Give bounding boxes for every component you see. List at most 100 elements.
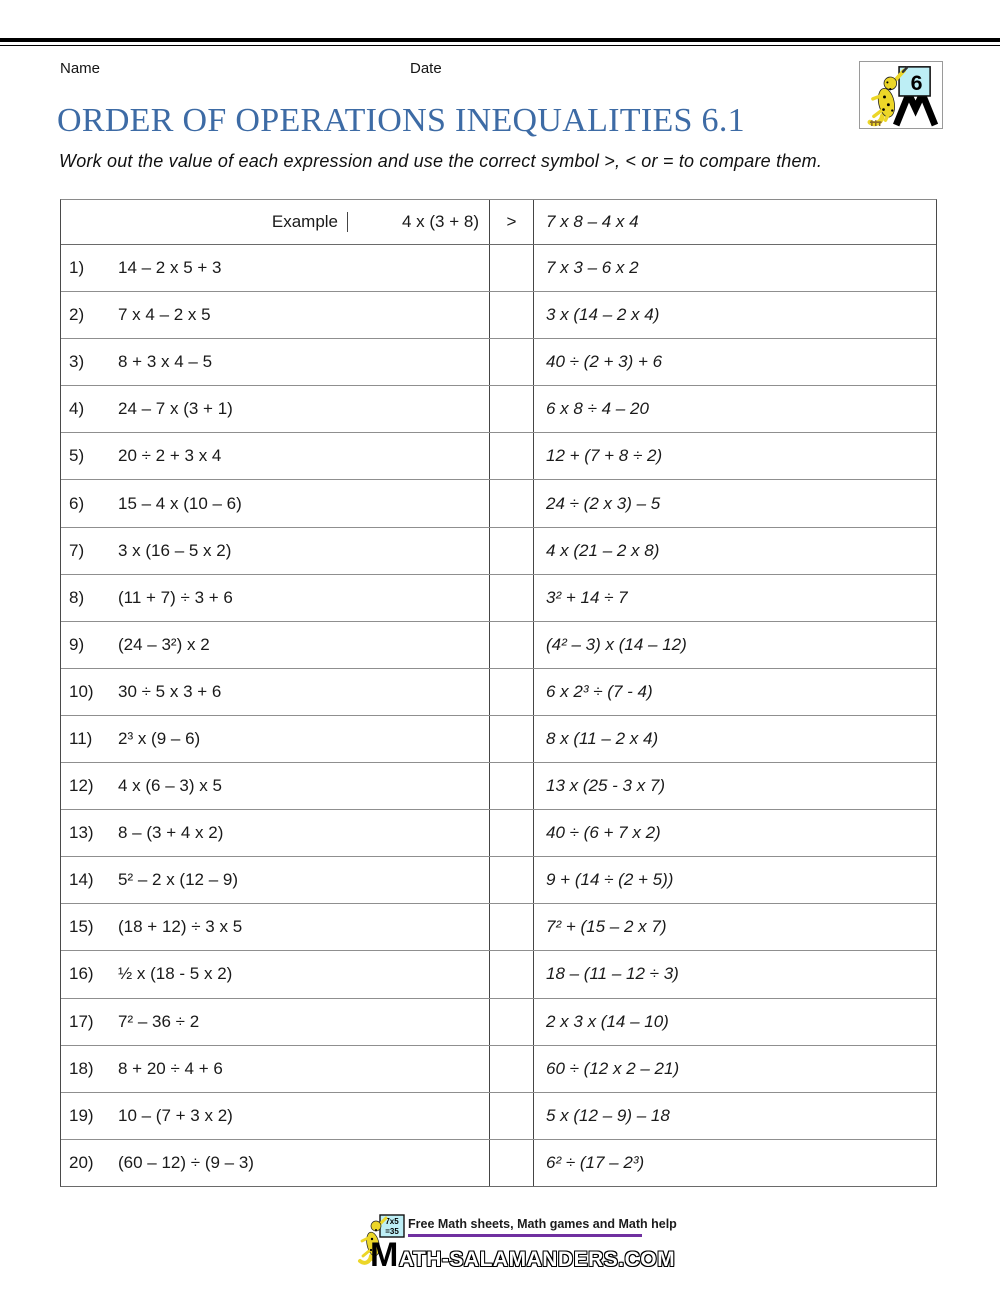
row-number: 14) — [69, 870, 94, 890]
salamander-icon — [358, 1220, 382, 1265]
left-expression: 7² – 36 ÷ 2 — [118, 1011, 200, 1031]
row-number: 2) — [69, 305, 85, 325]
footer-board-line1: 7x5 — [385, 1217, 399, 1226]
salamander-icon — [867, 76, 898, 127]
grade-logo: 6 — [859, 61, 943, 129]
table-row: 19) 10 – (7 + 3 x 2) 5 x (12 – 9) – 18 — [61, 1091, 936, 1139]
table-row: 8) (11 + 7) ÷ 3 + 6 3² + 14 ÷ 7 — [61, 573, 936, 621]
worksheet-table: Example 4 x (3 + 8) > 7 x 8 – 4 x 4 1) 1… — [60, 199, 937, 1187]
right-expression: 12 + (7 + 8 ÷ 2) — [546, 446, 663, 466]
instruction-text: Work out the value of each expression an… — [59, 151, 823, 171]
right-expression: 4 x (21 – 2 x 8) — [546, 540, 660, 560]
answer-cell — [489, 810, 534, 857]
footer-wordmark: MATH-SALAMANDERS.COM — [370, 1236, 676, 1274]
right-expression: (4² – 3) x (14 – 12) — [546, 634, 687, 654]
example-row: Example 4 x (3 + 8) > 7 x 8 – 4 x 4 — [61, 200, 936, 245]
example-label: Example — [61, 212, 348, 232]
row-number: 18) — [69, 1058, 94, 1078]
grade-number: 6 — [911, 71, 923, 95]
right-expression: 40 ÷ (6 + 7 x 2) — [546, 823, 661, 843]
salamander-grade-icon: 6 — [867, 66, 939, 127]
left-expression: 5² – 2 x (12 – 9) — [118, 870, 239, 890]
left-expression: (11 + 7) ÷ 3 + 6 — [118, 587, 233, 607]
example-right-expression: 7 x 8 – 4 x 4 — [546, 212, 639, 231]
answer-cell — [489, 292, 534, 339]
left-expression: ½ x (18 - 5 x 2) — [118, 964, 233, 984]
answer-cell — [489, 857, 534, 904]
row-number: 5) — [69, 446, 85, 466]
right-expression: 60 ÷ (12 x 2 – 21) — [546, 1058, 680, 1078]
left-expression: 4 x (6 – 3) x 5 — [118, 776, 222, 796]
left-expression: 20 ÷ 2 + 3 x 4 — [118, 446, 222, 466]
table-row: 7) 3 x (16 – 5 x 2) 4 x (21 – 2 x 8) — [61, 526, 936, 574]
left-expression: (24 – 3²) x 2 — [118, 634, 210, 654]
row-number: 9) — [69, 634, 85, 654]
row-number: 12) — [69, 776, 94, 796]
left-expression: 30 ÷ 5 x 3 + 6 — [118, 681, 222, 701]
left-expression: 8 + 3 x 4 – 5 — [118, 352, 213, 372]
right-expression: 6² ÷ (17 – 2³) — [546, 1152, 645, 1172]
left-expression: 8 + 20 ÷ 4 + 6 — [118, 1058, 223, 1078]
table-row: 15) (18 + 12) ÷ 3 x 5 7² + (15 – 2 x 7) — [61, 903, 936, 951]
table-row: 10) 30 ÷ 5 x 3 + 6 6 x 2³ ÷ (7 - 4) — [61, 667, 936, 715]
answer-cell — [489, 1045, 534, 1092]
row-number: 7) — [69, 540, 85, 560]
top-rule-thin — [0, 45, 1000, 46]
answer-cell — [489, 386, 534, 433]
left-expression: (60 – 12) ÷ (9 – 3) — [118, 1152, 254, 1172]
left-expression: 14 – 2 x 5 + 3 — [118, 258, 222, 278]
right-expression: 8 x (11 – 2 x 4) — [546, 728, 659, 748]
table-row: 6) 15 – 4 x (10 – 6) 24 ÷ (2 x 3) – 5 — [61, 479, 936, 527]
table-row: 1) 14 – 2 x 5 + 3 7 x 3 – 6 x 2 — [61, 245, 936, 292]
table-row: 9) (24 – 3²) x 2 (4² – 3) x (14 – 12) — [61, 620, 936, 668]
answer-cell — [489, 339, 534, 386]
left-expression: (18 + 12) ÷ 3 x 5 — [118, 917, 243, 937]
answer-cell — [489, 245, 534, 292]
row-number: 19) — [69, 1105, 94, 1125]
row-number: 4) — [69, 399, 85, 419]
table-row: 11) 2³ x (9 – 6) 8 x (11 – 2 x 4) — [61, 714, 936, 763]
right-expression: 7 x 3 – 6 x 2 — [546, 258, 639, 278]
answer-cell — [489, 621, 534, 668]
date-label: Date — [410, 60, 442, 77]
right-expression: 40 ÷ (2 + 3) + 6 — [546, 352, 663, 372]
answer-cell — [489, 763, 534, 810]
right-expression: 6 x 2³ ÷ (7 - 4) — [546, 681, 653, 701]
left-expression: 7 x 4 – 2 x 5 — [118, 305, 211, 325]
answer-cell — [489, 527, 534, 574]
table-body: 1) 14 – 2 x 5 + 3 7 x 3 – 6 x 2 2) 7 x 4… — [61, 245, 936, 1186]
left-expression: 2³ x (9 – 6) — [118, 728, 201, 748]
row-number: 3) — [69, 352, 85, 372]
left-expression: 8 – (3 + 4 x 2) — [118, 823, 224, 843]
name-label: Name — [60, 60, 101, 77]
answer-cell — [489, 480, 534, 527]
answer-cell — [489, 1092, 534, 1139]
table-row: 17) 7² – 36 ÷ 2 2 x 3 x (14 – 10) — [61, 997, 936, 1045]
row-number: 10) — [69, 681, 94, 701]
row-number: 16) — [69, 964, 94, 984]
table-row: 18) 8 + 20 ÷ 4 + 6 60 ÷ (12 x 2 – 21) — [61, 1044, 936, 1092]
right-expression: 3 x (14 – 2 x 4) — [546, 305, 660, 325]
right-expression: 2 x 3 x (14 – 10) — [546, 1011, 669, 1031]
right-expression: 13 x (25 - 3 x 7) — [546, 776, 666, 796]
table-row: 3) 8 + 3 x 4 – 5 40 ÷ (2 + 3) + 6 — [61, 338, 936, 386]
row-number: 17) — [69, 1011, 94, 1031]
right-expression: 7² + (15 – 2 x 7) — [546, 917, 667, 937]
answer-cell — [489, 998, 534, 1045]
row-number: 6) — [69, 493, 85, 513]
top-rule — [0, 38, 1000, 42]
table-row: 13) 8 – (3 + 4 x 2) 40 ÷ (6 + 7 x 2) — [61, 809, 936, 857]
left-expression: 10 – (7 + 3 x 2) — [118, 1105, 233, 1125]
answer-cell — [489, 904, 534, 951]
answer-cell — [489, 574, 534, 621]
table-row: 2) 7 x 4 – 2 x 5 3 x (14 – 2 x 4) — [61, 291, 936, 339]
footer-logo: 7x5 =35 — [356, 1211, 410, 1267]
footer-tagline: Free Math sheets, Math games and Math he… — [408, 1217, 677, 1237]
row-number: 13) — [69, 823, 94, 843]
table-row: 14) 5² – 2 x (12 – 9) 9 + (14 ÷ (2 + 5)) — [61, 856, 936, 904]
table-row: 5) 20 ÷ 2 + 3 x 4 12 + (7 + 8 ÷ 2) — [61, 432, 936, 480]
left-expression: 3 x (16 – 5 x 2) — [118, 540, 232, 560]
right-expression: 6 x 8 ÷ 4 – 20 — [546, 399, 649, 419]
right-expression: 18 – (11 – 12 ÷ 3) — [546, 964, 679, 984]
